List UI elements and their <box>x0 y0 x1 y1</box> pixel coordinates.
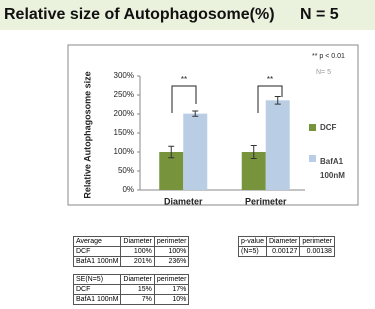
table-cell: Diameter <box>120 274 155 285</box>
table-cell: 100% <box>120 246 155 257</box>
bar <box>183 113 208 190</box>
table-cell: 10% <box>153 294 190 305</box>
y-tick-label: 50% <box>118 166 134 175</box>
chart-subtitle: N = 5 <box>300 6 339 23</box>
legend-swatch <box>309 155 316 162</box>
annotation: N= 5 <box>316 69 331 76</box>
data-table: SE(N=5) Diameter perimeter DCF 15% 17% BafA1 1… <box>72 274 190 305</box>
table-cell: perimeter <box>299 236 335 247</box>
title-banner: Relative size of Autophagosome(%) N = 5 <box>0 0 375 30</box>
error-bar <box>168 145 175 159</box>
table-cell: 201% <box>120 256 155 267</box>
table-cell: DCF <box>72 246 122 257</box>
error-bar <box>274 96 281 105</box>
table-cell: perimeter <box>153 236 190 247</box>
table-cell: 0.00127 <box>265 246 301 257</box>
table-cell: Average <box>72 236 122 247</box>
y-tick-label: 150% <box>114 128 134 137</box>
table-cell: p-value <box>238 236 267 247</box>
table-cell: Diameter <box>265 236 301 247</box>
table-cell: Diameter <box>120 236 155 247</box>
legend-swatch <box>309 124 316 131</box>
y-tick-label: 250% <box>114 90 134 99</box>
legend-label: DCF <box>320 123 337 132</box>
table-cell: BafA1 100nM <box>72 256 122 267</box>
table-cell: (N=5) <box>238 246 267 257</box>
bar <box>265 100 290 190</box>
table-cell: 0.00138 <box>299 246 335 257</box>
y-tick-label: 200% <box>114 109 134 118</box>
table-cell: 236% <box>153 256 190 267</box>
table-cell: 7% <box>120 294 155 305</box>
table-cell: 15% <box>120 284 155 295</box>
table-cell: BafA1 100nM <box>72 294 122 305</box>
annotation: ** p < 0.01 <box>312 53 345 60</box>
significance-bracket <box>171 85 197 113</box>
table-cell: DCF <box>72 284 122 295</box>
table-cell: perimeter <box>153 274 190 285</box>
data-table: p-value Diameter perimeter (N=5) 0.00127 0.00… <box>238 236 335 257</box>
significance-bracket <box>257 85 283 113</box>
error-bar <box>192 110 199 117</box>
x-tick-label: Perimeter <box>245 196 287 206</box>
y-tick-label: 300% <box>114 71 134 80</box>
chart-title: Relative size of Autophagosome(%) <box>4 6 275 23</box>
x-tick-label: Diameter <box>164 196 203 206</box>
y-tick-label: 100% <box>114 147 134 156</box>
table-cell: 100% <box>153 246 190 257</box>
table-cell: SE(N=5) <box>72 274 122 285</box>
y-axis-label: Relative Autophagosome size <box>82 71 92 198</box>
bar <box>159 152 184 190</box>
annotation: ** <box>181 75 187 84</box>
error-bar <box>250 145 257 159</box>
table-cell: 17% <box>153 284 190 295</box>
y-tick-label: 0% <box>122 185 134 194</box>
legend-label: BafA1 100nM <box>320 157 345 180</box>
annotation: ** <box>267 75 273 84</box>
data-table: Average Diameter perimeter DCF 100% 100% BafA1… <box>72 236 190 267</box>
